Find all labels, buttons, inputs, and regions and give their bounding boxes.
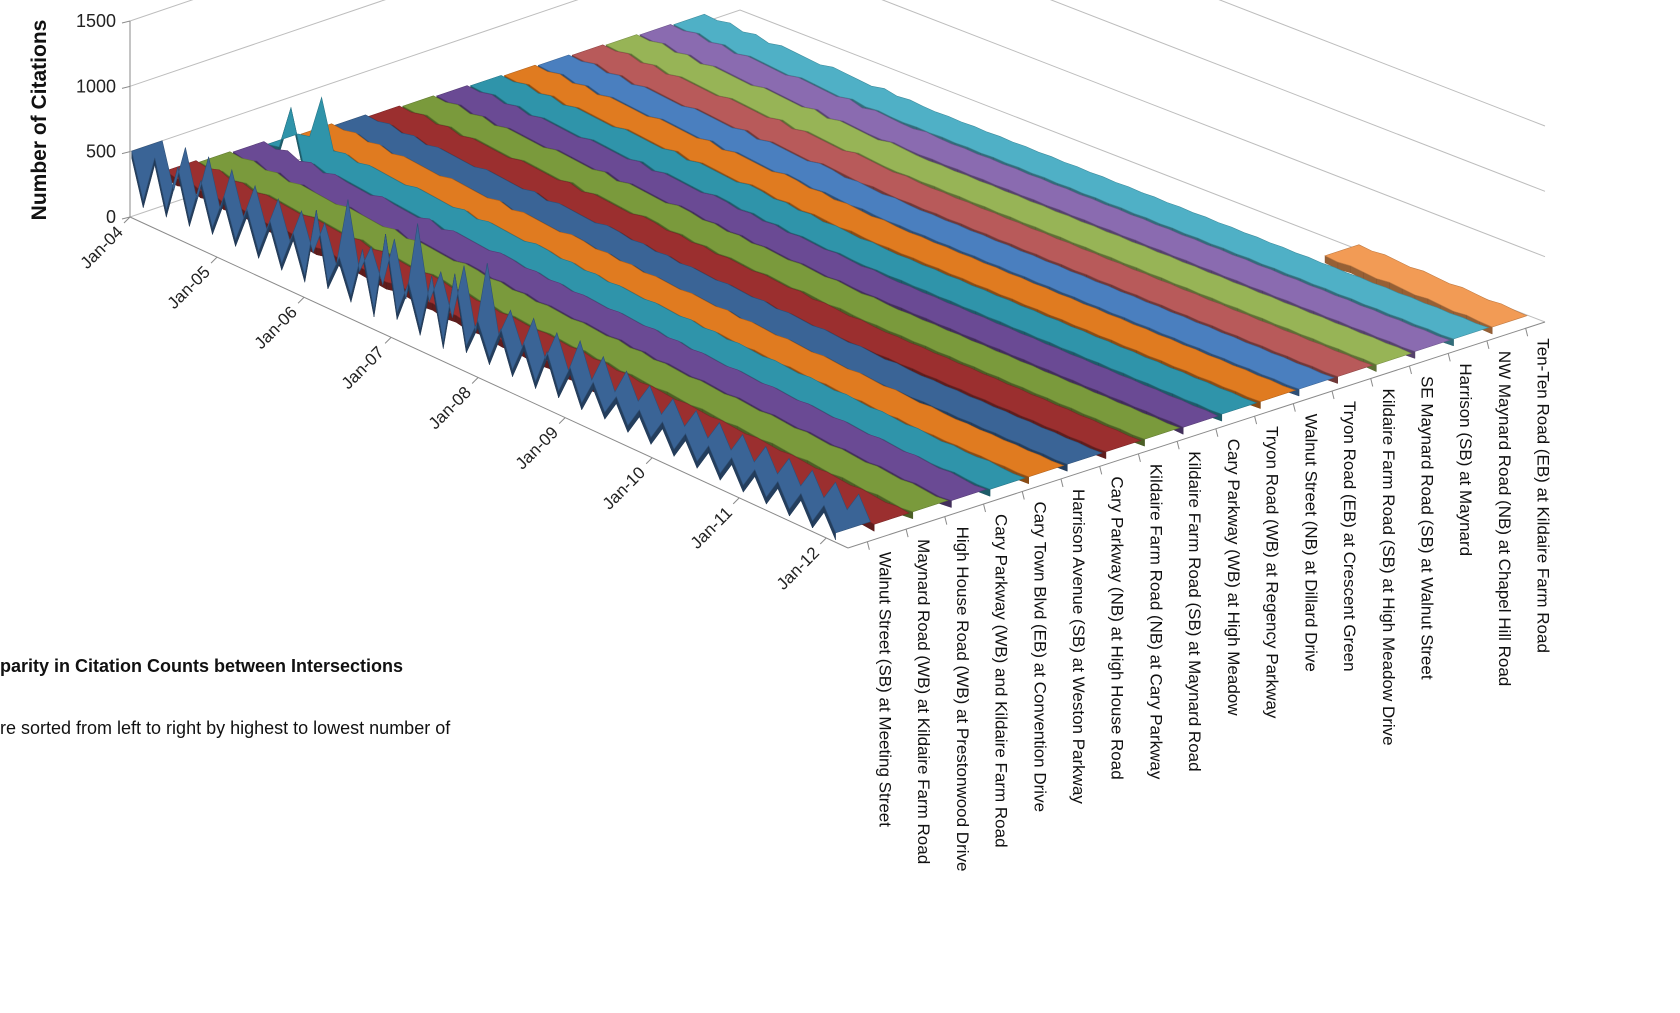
series-tick-mark [866, 541, 870, 550]
ribbon-surface [673, 13, 1490, 340]
y-tick-mark [121, 151, 131, 155]
time-axis-line [129, 216, 849, 549]
x-tick-mark [384, 337, 392, 344]
series-tick-mark [905, 529, 909, 538]
ribbon-surface [232, 141, 988, 501]
x-tick-mark [297, 296, 305, 304]
series-tick-mark [1331, 390, 1335, 400]
series-tick-mark [1215, 428, 1219, 437]
ribbon-surface [469, 75, 1258, 415]
x-tick-mark [210, 256, 218, 264]
series-label: Kildaire Farm Road (NB) at Cary Parkway [1146, 464, 1165, 780]
x-tick-label: Jan-07 [338, 343, 388, 393]
x-tick-label: Jan-12 [773, 543, 823, 593]
series-label: Cary Parkway (WB) and Kildaire Farm Road [992, 514, 1011, 847]
series-label: NW Maynard Road (NB) at Chapel Hill Road [1495, 351, 1514, 686]
series-tick-mark [1137, 453, 1141, 462]
series-label: Tryon Road (WB) at Regency Parkway [1263, 426, 1282, 719]
gridline [129, 0, 1546, 258]
series-ribbons [131, 13, 1528, 541]
ribbon-surface [537, 54, 1335, 390]
series-tick-mark [1060, 478, 1064, 488]
x-tick-mark [471, 377, 479, 384]
x-tick-label: Jan-04 [77, 222, 127, 272]
series-tick-mark [1292, 403, 1296, 412]
ribbon-surface [571, 44, 1374, 377]
ribbon-surface [402, 95, 1181, 440]
series-label: High House Road (WB) at Prestonwood Driv… [953, 527, 972, 872]
x-tick-mark [645, 457, 653, 465]
series-tick-mark [1447, 353, 1451, 362]
caption-title: parity in Citation Counts between Inters… [0, 656, 404, 676]
y-tick-label: 1500 [76, 11, 116, 31]
series-label: Harrison (SB) at Maynard [1456, 363, 1475, 556]
ribbon-surface [503, 64, 1297, 402]
x-tick-label: Jan-08 [425, 383, 475, 433]
series-tick-mark [1176, 441, 1180, 450]
ribbon-surface [435, 85, 1219, 428]
series-tick-mark [983, 503, 987, 513]
series-label: Cary Parkway (WB) at High Meadow [1224, 439, 1243, 717]
ribbon-surface [605, 34, 1412, 365]
x-tick-mark [819, 537, 827, 545]
ribbon-surface [639, 24, 1451, 352]
series-label: Harrison Avenue (SB) at Weston Parkway [1069, 489, 1088, 804]
x-tick-mark [123, 216, 131, 224]
series-label: Maynard Road (WB) at Kildaire Farm Road [914, 539, 933, 864]
series-tick-mark [1486, 340, 1490, 349]
series-label: Kildaire Farm Road (SB) at Maynard Road [1185, 451, 1204, 771]
series-label: Ten-Ten Road (EB) at Kildaire Farm Road [1534, 338, 1553, 653]
series-axis-line [847, 321, 1546, 549]
x-tick-label: Jan-09 [512, 423, 562, 473]
gridline [129, 0, 1546, 127]
series-label: Walnut Street (SB) at Meeting Street [875, 552, 894, 828]
ribbon-surface [131, 140, 871, 534]
series-label: Cary Town Blvd (EB) at Convention Drive [1030, 502, 1049, 813]
x-tick-label: Jan-06 [251, 303, 301, 353]
series-label: Walnut Street (NB) at Dillard Drive [1301, 414, 1320, 672]
x-tick-label: Jan-10 [599, 463, 649, 513]
series-label: Tryon Road (EB) at Crescent Green [1340, 401, 1359, 672]
y-tick-mark [121, 216, 131, 220]
chart-walls [121, 0, 1546, 550]
x-tick-label: Jan-05 [164, 263, 214, 313]
ribbon-surface [1324, 244, 1528, 328]
series-tick-mark [1525, 328, 1529, 337]
x-tick-label: Jan-11 [687, 503, 736, 552]
series-tick-mark [1370, 378, 1374, 387]
series-tick-mark [1408, 365, 1412, 375]
x-tick-mark [732, 497, 740, 505]
y-tick-label: 1000 [76, 76, 116, 96]
y-tick-label: 0 [106, 207, 116, 227]
series-tick-mark [1021, 491, 1025, 500]
y-tick-mark [121, 20, 131, 24]
caption-text: re sorted from left to right by highest … [0, 718, 451, 738]
y-tick-mark [121, 85, 131, 89]
gridline [129, 0, 1546, 192]
series-label: Cary Parkway (NB) at High House Road [1108, 476, 1127, 779]
y-tick-label: 500 [86, 142, 116, 162]
series-ribbon [131, 140, 871, 541]
series-tick-mark [1099, 466, 1103, 475]
series-tick-mark [944, 516, 948, 525]
y-axis-title: Number of Citations [28, 20, 51, 221]
series-label: SE Maynard Road (SB) at Walnut Street [1417, 376, 1436, 680]
series-label: Kildaire Farm Road (SB) at High Meadow D… [1379, 389, 1398, 746]
x-tick-mark [558, 417, 566, 424]
series-tick-mark [1254, 416, 1258, 425]
